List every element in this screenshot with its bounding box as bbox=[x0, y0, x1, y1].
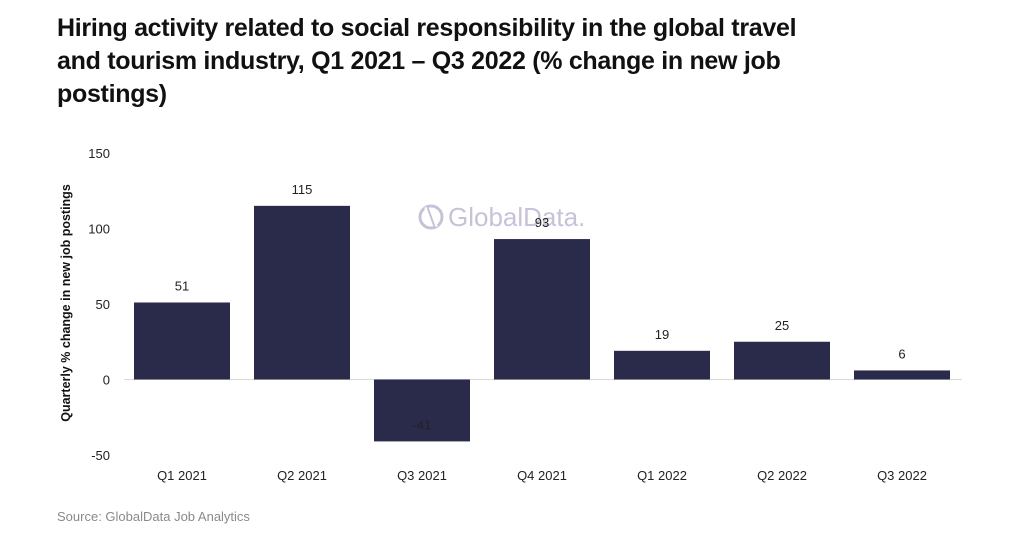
x-tick-label: Q3 2022 bbox=[877, 468, 927, 483]
x-axis-ticks: Q1 2021 Q2 2021 Q3 2021 Q4 2021 Q1 2022 Q2 20… bbox=[157, 468, 927, 483]
data-labels: 51 115 -41 93 19 25 6 bbox=[175, 182, 906, 433]
bar bbox=[494, 239, 590, 380]
y-tick-label: 50 bbox=[96, 297, 110, 312]
data-label: 25 bbox=[775, 318, 789, 333]
data-label: -41 bbox=[413, 417, 432, 432]
data-label: 93 bbox=[535, 215, 549, 230]
data-label: 6 bbox=[898, 346, 905, 361]
y-tick-label: 100 bbox=[88, 222, 110, 237]
x-tick-label: Q4 2021 bbox=[517, 468, 567, 483]
bar bbox=[854, 370, 950, 380]
chart-title: Hiring activity related to social respon… bbox=[57, 14, 797, 108]
x-tick-label: Q2 2022 bbox=[757, 468, 807, 483]
data-label: 19 bbox=[655, 327, 669, 342]
data-label: 115 bbox=[292, 182, 313, 197]
y-axis-label: Quarterly % change in new job postings bbox=[59, 184, 73, 422]
bar bbox=[374, 379, 470, 442]
data-label: 51 bbox=[175, 278, 189, 293]
watermark-text: GlobalData. bbox=[448, 202, 585, 232]
globaldata-logo-icon bbox=[418, 204, 444, 230]
y-tick-label: 0 bbox=[103, 373, 110, 388]
globaldata-watermark: GlobalData. bbox=[418, 202, 585, 232]
x-tick-label: Q1 2022 bbox=[637, 468, 687, 483]
bar bbox=[614, 350, 710, 380]
y-tick-label: 150 bbox=[88, 146, 110, 161]
bar bbox=[134, 302, 230, 380]
y-tick-label: -50 bbox=[91, 448, 110, 463]
x-tick-label: Q2 2021 bbox=[277, 468, 327, 483]
x-tick-label: Q3 2021 bbox=[397, 468, 447, 483]
bar bbox=[254, 205, 350, 380]
bars bbox=[134, 205, 950, 442]
x-tick-label: Q1 2021 bbox=[157, 468, 207, 483]
source-note: Source: GlobalData Job Analytics bbox=[57, 509, 250, 524]
y-axis-ticks: 150 100 50 0 -50 bbox=[88, 146, 110, 463]
bar bbox=[734, 341, 830, 380]
